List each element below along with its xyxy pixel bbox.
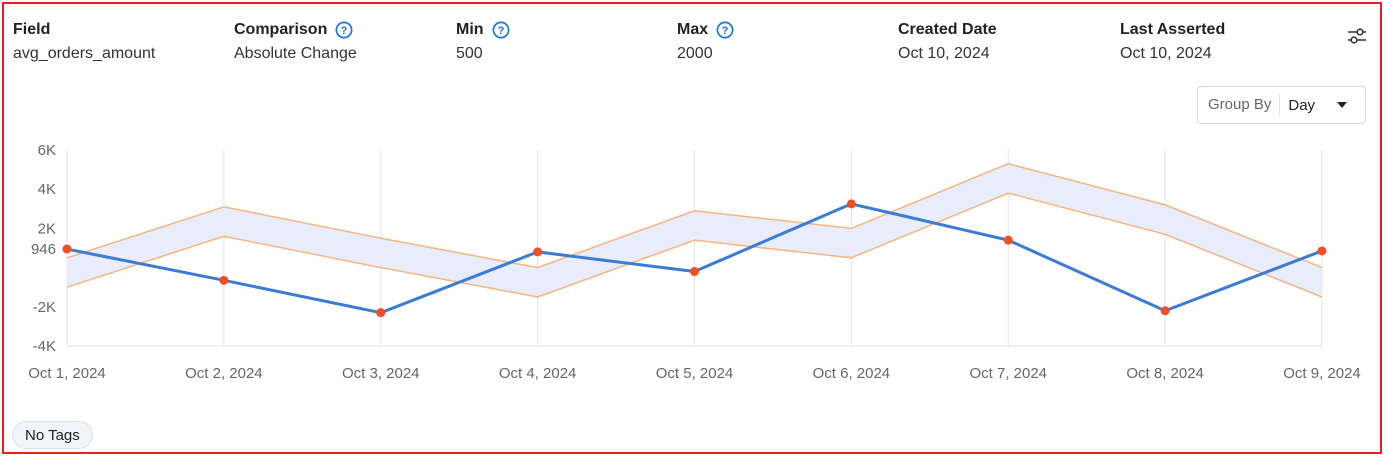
svg-text:?: ? <box>722 25 729 37</box>
y-tick-label: -4K <box>33 338 56 355</box>
group-by-label: Group By <box>1198 94 1281 116</box>
created-value: Oct 10, 2024 <box>898 45 990 62</box>
help-icon[interactable]: ? <box>492 21 510 39</box>
series-points <box>62 199 1327 318</box>
help-icon[interactable]: ? <box>335 21 353 39</box>
data-point[interactable] <box>219 275 229 285</box>
created-label: Created Date <box>898 21 997 38</box>
group-by-value: Day <box>1288 96 1316 114</box>
data-point[interactable] <box>62 244 72 254</box>
max-meta: Max ? 2000 <box>677 20 734 63</box>
x-tick-label: Oct 2, 2024 <box>185 365 263 382</box>
max-value: 2000 <box>677 45 713 62</box>
help-icon[interactable]: ? <box>716 21 734 39</box>
field-label: Field <box>13 21 51 38</box>
y-tick-label: -2K <box>33 299 56 316</box>
x-tick-label: Oct 3, 2024 <box>342 365 420 382</box>
last-asserted-meta: Last Asserted Oct 10, 2024 <box>1120 20 1225 63</box>
x-axis-ticks: Oct 1, 2024 Oct 2, 2024 Oct 3, 2024 Oct 4, … <box>28 365 1361 382</box>
x-tick-label: Oct 9, 2024 <box>1283 365 1361 382</box>
data-point[interactable] <box>1160 306 1170 316</box>
caret-down-icon <box>1337 102 1347 108</box>
field-value: avg_orders_amount <box>13 45 156 62</box>
data-point[interactable] <box>1317 246 1327 256</box>
expected-range-band <box>66 162 1323 298</box>
y-tick-label: 4K <box>38 181 56 198</box>
min-meta: Min ? 500 <box>456 20 510 63</box>
x-tick-label: Oct 8, 2024 <box>1126 365 1204 382</box>
group-by-select[interactable]: Group By Day <box>1197 86 1366 124</box>
created-meta: Created Date Oct 10, 2024 <box>898 20 997 63</box>
grid-lines <box>66 150 1323 347</box>
min-value: 500 <box>456 45 483 62</box>
comparison-value: Absolute Change <box>234 45 357 62</box>
band-upper-line <box>66 162 1323 269</box>
last-asserted-value: Oct 10, 2024 <box>1120 45 1212 62</box>
band-lower-line <box>66 192 1323 298</box>
svg-text:?: ? <box>341 25 348 37</box>
y-tick-label: 2K <box>38 220 56 237</box>
no-tags-badge[interactable]: No Tags <box>12 421 93 449</box>
x-tick-label: Oct 5, 2024 <box>656 365 734 382</box>
x-tick-label: Oct 6, 2024 <box>813 365 891 382</box>
x-tick-label: Oct 1, 2024 <box>28 365 106 382</box>
data-point[interactable] <box>690 267 699 277</box>
data-point[interactable] <box>1003 235 1013 245</box>
comparison-label: Comparison <box>234 21 328 38</box>
data-point[interactable] <box>376 308 386 318</box>
settings-sliders-icon[interactable] <box>1346 26 1368 46</box>
svg-text:?: ? <box>497 25 504 37</box>
comparison-meta: Comparison ? Absolute Change <box>234 20 357 63</box>
last-asserted-label: Last Asserted <box>1120 21 1226 38</box>
field-meta: Field avg_orders_amount <box>13 20 155 63</box>
data-point[interactable] <box>846 199 856 209</box>
y-tick-label: 6K <box>38 142 56 159</box>
y-tick-label: 946 <box>31 241 56 258</box>
band-area <box>67 163 1322 297</box>
min-label: Min <box>456 21 484 38</box>
y-axis-ticks: 6K 4K 2K 946 -2K -4K <box>31 142 56 355</box>
max-label: Max <box>677 21 709 38</box>
x-tick-label: Oct 4, 2024 <box>499 365 577 382</box>
x-tick-label: Oct 7, 2024 <box>969 365 1047 382</box>
data-point[interactable] <box>533 247 543 257</box>
